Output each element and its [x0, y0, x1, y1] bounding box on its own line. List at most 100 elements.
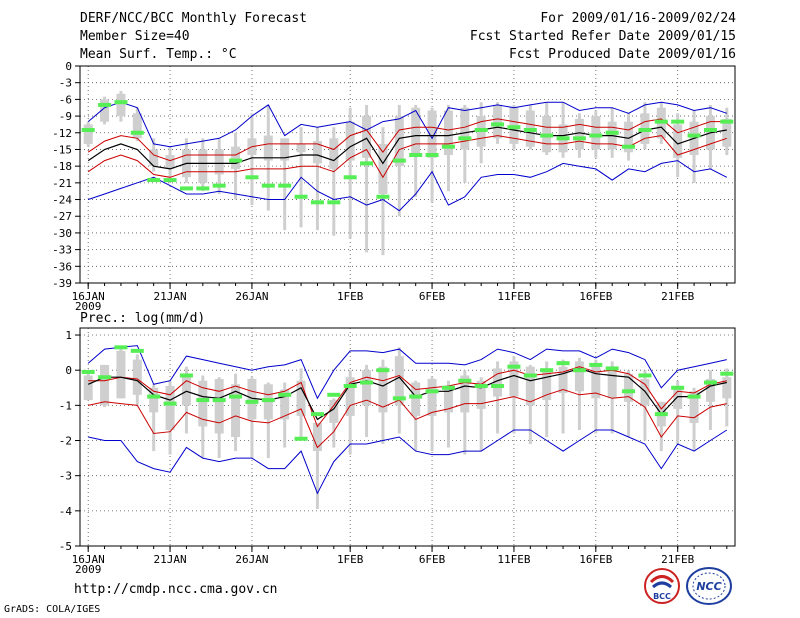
temp-box	[214, 149, 224, 175]
prec-observed-marker	[409, 394, 423, 399]
temp-observed-marker	[261, 183, 275, 188]
prec-ytick-label: -1	[59, 399, 72, 412]
prec-observed-marker	[605, 366, 619, 371]
prec-observed-marker	[114, 345, 128, 350]
temp-box	[378, 143, 388, 194]
prec-ytick-label: -3	[59, 470, 72, 483]
prec-box	[132, 359, 142, 395]
prec-whisker	[627, 370, 631, 437]
prec-box	[100, 364, 110, 406]
prec-box	[198, 380, 208, 427]
temp-box	[132, 113, 142, 139]
temp-whisker	[315, 127, 319, 231]
temp-box	[83, 124, 93, 144]
temp-observed-marker	[572, 136, 586, 141]
prec-observed-marker	[81, 369, 95, 374]
temp-observed-marker	[343, 175, 357, 180]
temp-box	[394, 116, 404, 167]
prec-box	[411, 382, 421, 416]
prec-series-plus-sd	[88, 366, 727, 428]
temp-box	[231, 146, 241, 169]
temp-xtick-label: 21JAN	[154, 290, 187, 303]
temp-observed-marker	[540, 133, 554, 138]
temp-observed-marker	[409, 153, 423, 158]
temp-box	[624, 121, 634, 153]
temp-observed-marker	[212, 183, 226, 188]
temp-box	[263, 135, 273, 161]
prec-box	[214, 378, 224, 434]
temp-ytick-label: -12	[52, 127, 72, 140]
temp-box	[460, 107, 470, 150]
prec-ytick-label: 0	[65, 364, 72, 377]
prec-observed-marker	[130, 348, 144, 353]
temp-observed-marker	[687, 133, 701, 138]
prec-box	[624, 373, 634, 402]
temp-box	[673, 124, 683, 158]
prec-observed-marker	[261, 398, 275, 403]
temp-whisker	[332, 127, 336, 236]
prec-whisker	[561, 359, 565, 434]
ncc-logo: NCC	[686, 567, 732, 605]
temp-box	[312, 141, 322, 164]
prec-box	[362, 370, 372, 406]
prec-box	[165, 386, 175, 430]
temp-series-min	[87, 101, 727, 148]
temp-box	[100, 99, 110, 122]
temp-observed-marker	[114, 100, 128, 105]
temp-box	[345, 121, 355, 161]
prec-observed-marker	[720, 371, 734, 376]
temp-observed-marker	[310, 200, 324, 205]
prec-observed-marker	[196, 398, 210, 403]
temp-box	[198, 149, 208, 183]
temp-xtick-label: 16FEB	[579, 290, 612, 303]
temp-ytick-label: -39	[52, 277, 72, 290]
temp-ytick-label: -6	[59, 93, 72, 106]
temp-ytick-label: -27	[52, 210, 72, 223]
source-url[interactable]: http://cmdp.ncc.cma.gov.cn	[74, 582, 278, 597]
prec-xtick-label: 21FEB	[661, 553, 694, 566]
temp-box	[591, 116, 601, 150]
prec-box	[312, 422, 322, 452]
prec-box	[525, 366, 535, 406]
grads-credit: GrADS: COLA/IGES	[4, 604, 101, 615]
prec-whisker	[496, 361, 500, 434]
prec-box	[705, 378, 715, 402]
prec-box	[427, 378, 437, 416]
prec-box	[231, 384, 241, 437]
prec-observed-marker	[147, 394, 161, 399]
bcc-logo: BCC	[644, 568, 680, 604]
temp-series-mean	[87, 126, 727, 170]
temp-observed-marker	[81, 127, 95, 132]
temp-panel-title: Mean Surf. Temp.: °C	[80, 47, 237, 62]
prec-year-label: 2009	[75, 563, 102, 576]
temp-box	[165, 155, 175, 169]
temp-observed-marker	[622, 144, 636, 149]
prec-box	[460, 375, 470, 413]
temp-observed-marker	[360, 161, 374, 166]
temp-observed-marker	[458, 136, 472, 141]
temp-observed-marker	[196, 186, 210, 191]
chart-title: DERF/NCC/BCC Monthly Forecast	[80, 11, 307, 26]
prec-whisker	[315, 422, 319, 510]
temp-observed-marker	[327, 200, 341, 205]
prec-observed-marker	[310, 412, 324, 417]
prec-whisker	[266, 382, 270, 459]
member-size: Member Size=40	[80, 29, 190, 44]
temp-observed-marker	[671, 119, 685, 124]
temp-observed-marker	[245, 175, 259, 180]
prec-xtick-label: 11FEB	[497, 553, 530, 566]
prec-observed-marker	[687, 394, 701, 399]
temp-ytick-label: -15	[52, 143, 72, 156]
prec-box	[476, 380, 486, 409]
temp-ytick-label: -9	[59, 110, 72, 123]
forecast-produced-date: Fcst Produced Date 2009/01/16	[509, 47, 736, 62]
prec-box	[280, 389, 290, 420]
prec-xtick-label: 6FEB	[419, 553, 446, 566]
temp-box	[149, 149, 159, 167]
prec-observed-marker	[523, 373, 537, 378]
prec-box	[542, 368, 552, 401]
prec-observed-marker	[589, 362, 603, 367]
temp-panel: 0 -3 -6 -9 -12 -15 -18 -21 -24 -27 -30 -33 -36 -3916J…	[52, 60, 736, 313]
prec-observed-marker	[392, 396, 406, 401]
